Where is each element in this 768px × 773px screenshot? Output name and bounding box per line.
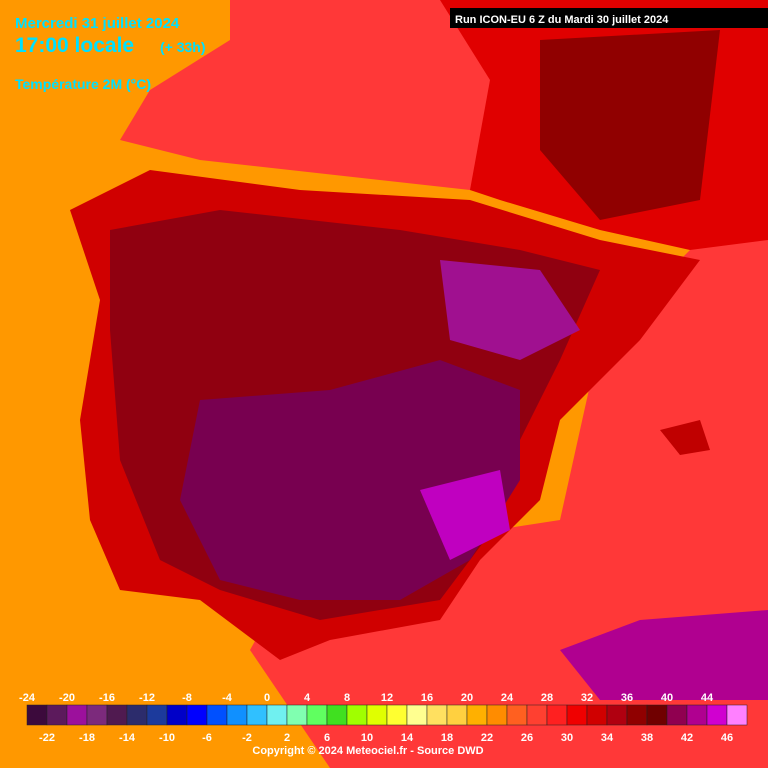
run-info: Run ICON-EU 6 Z du Mardi 30 juillet 2024 — [455, 14, 669, 26]
legend-swatch — [486, 704, 508, 726]
variable: Température 2M (°C) — [15, 76, 151, 92]
legend-label: 2 — [284, 732, 290, 744]
legend-label: 4 — [304, 692, 311, 704]
ebro-heat — [440, 260, 580, 360]
legend-label: -10 — [159, 732, 175, 744]
legend-swatch — [286, 704, 308, 726]
legend-swatch — [726, 704, 748, 726]
legend-swatch — [686, 704, 708, 726]
legend-label: 36 — [621, 692, 633, 704]
legend-label: -18 — [79, 732, 95, 744]
legend-label: 26 — [521, 732, 533, 744]
legend-label: 34 — [601, 732, 614, 744]
legend-swatch — [606, 704, 628, 726]
legend-swatch — [166, 704, 188, 726]
legend-label: 42 — [681, 732, 693, 744]
legend-label: 40 — [661, 692, 673, 704]
legend-swatch — [646, 704, 668, 726]
legend-swatch — [26, 704, 48, 726]
legend-label: 16 — [421, 692, 433, 704]
legend-swatch — [406, 704, 428, 726]
legend-label: -8 — [182, 692, 192, 704]
legend-label: -24 — [19, 692, 36, 704]
legend-label: 6 — [324, 732, 330, 744]
lead: (+ 33h) — [160, 39, 206, 55]
legend-swatch — [666, 704, 688, 726]
africa-heat — [560, 610, 768, 700]
legend-swatch — [346, 704, 368, 726]
legend-swatch — [466, 704, 488, 726]
legend-label: 28 — [541, 692, 553, 704]
legend-label: 18 — [441, 732, 453, 744]
legend-label: -6 — [202, 732, 212, 744]
hot-spot — [420, 470, 510, 560]
legend-label: 22 — [481, 732, 493, 744]
legend-swatch — [186, 704, 208, 726]
legend-label: -16 — [99, 692, 115, 704]
legend-swatch — [566, 704, 588, 726]
legend-swatch — [626, 704, 648, 726]
legend-swatch — [526, 704, 548, 726]
legend-label: 0 — [264, 692, 270, 704]
legend-label: -20 — [59, 692, 75, 704]
legend-swatch — [506, 704, 528, 726]
legend-label: 10 — [361, 732, 373, 744]
legend-swatch — [86, 704, 108, 726]
legend-swatch — [426, 704, 448, 726]
time: 17:00 locale — [15, 34, 134, 57]
legend-swatch — [546, 704, 568, 726]
interior-heat — [180, 360, 520, 600]
legend-swatch — [126, 704, 148, 726]
legend-swatch — [266, 704, 288, 726]
copyright: Copyright © 2024 Meteociel.fr - Source D… — [252, 745, 483, 757]
legend-swatch — [246, 704, 268, 726]
legend: -24-22-20-18-16-14-12-10-8-6-4-202468101… — [19, 692, 748, 744]
legend-swatch — [206, 704, 228, 726]
france-hot — [540, 30, 720, 220]
legend-label: 8 — [344, 692, 350, 704]
legend-swatch — [146, 704, 168, 726]
legend-label: 32 — [581, 692, 593, 704]
legend-swatch — [386, 704, 408, 726]
legend-swatch — [366, 704, 388, 726]
legend-swatch — [306, 704, 328, 726]
legend-label: 38 — [641, 732, 653, 744]
legend-label: 12 — [381, 692, 393, 704]
legend-swatch — [586, 704, 608, 726]
legend-label: -22 — [39, 732, 55, 744]
legend-label: 20 — [461, 692, 473, 704]
legend-label: 14 — [401, 732, 414, 744]
legend-swatch — [46, 704, 68, 726]
legend-label: 24 — [501, 692, 514, 704]
legend-label: 30 — [561, 732, 573, 744]
legend-swatch — [66, 704, 88, 726]
legend-swatch — [326, 704, 348, 726]
legend-label: -14 — [119, 732, 136, 744]
island — [660, 420, 710, 455]
date: Mercredi 31 juillet 2024 — [15, 15, 180, 32]
legend-label: 44 — [701, 692, 714, 704]
legend-swatch — [106, 704, 128, 726]
legend-label: -2 — [242, 732, 252, 744]
legend-label: -12 — [139, 692, 155, 704]
legend-swatch — [226, 704, 248, 726]
legend-label: 46 — [721, 732, 733, 744]
legend-swatch — [706, 704, 728, 726]
run-box — [450, 8, 768, 28]
legend-swatch — [446, 704, 468, 726]
legend-label: -4 — [222, 692, 233, 704]
